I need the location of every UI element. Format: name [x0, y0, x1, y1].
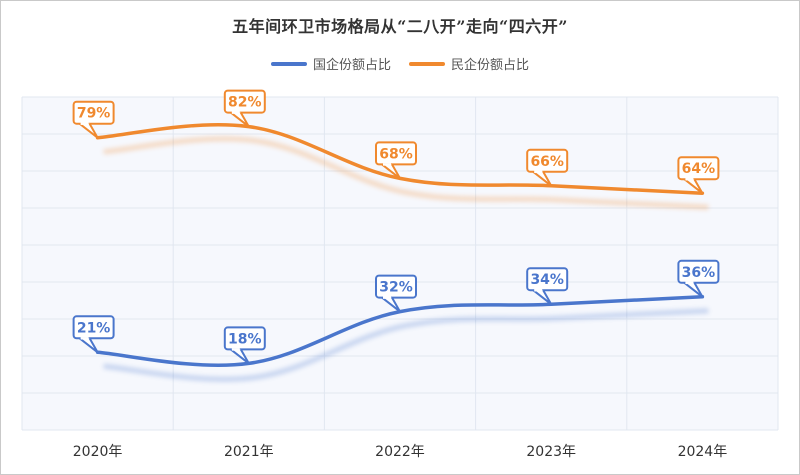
data-label-pointer: [532, 171, 553, 187]
data-label-text: 36%: [682, 265, 716, 281]
data-label-pointer: [78, 122, 99, 139]
legend-swatch-state: [270, 61, 307, 66]
data-label-pointer: [532, 289, 553, 306]
data-label-private: 64%: [677, 156, 720, 195]
data-label-box: [72, 100, 115, 125]
data-label-box: [677, 156, 720, 181]
data-label-state: 34%: [526, 267, 569, 306]
legend-swatch-private: [409, 61, 445, 66]
data-label-private: 82%: [223, 89, 266, 128]
chart-title: 五年间环卫市场格局从“二八开”走向“四六开”: [232, 17, 568, 36]
x-tick-label: 2021年: [224, 444, 274, 460]
data-label-text: 21%: [77, 320, 111, 336]
data-label-box: [375, 274, 417, 299]
data-label-box: [526, 267, 569, 292]
series-shadow-path: [103, 308, 709, 382]
data-label-box: [223, 89, 266, 114]
data-label-private: 79%: [72, 100, 115, 139]
data-label-text: 68%: [379, 146, 413, 162]
data-label-pointer: [78, 337, 99, 354]
data-label-box: [526, 148, 569, 173]
data-label-text: 18%: [228, 331, 262, 347]
legend-item-private[interactable]: 民企份额占比: [409, 54, 529, 73]
data-label-text: 79%: [77, 106, 111, 122]
legend-item-state[interactable]: 国企份额占比: [270, 54, 391, 73]
data-label-pointer: [230, 111, 250, 128]
x-tick-label: 2022年: [375, 444, 425, 460]
legend-label-state: 国企份额占比: [312, 58, 391, 73]
data-label-state: 21%: [72, 315, 115, 354]
data-label-private: 66%: [526, 148, 569, 187]
legend-label-private: 民企份额占比: [451, 58, 530, 73]
data-label-state: 36%: [677, 259, 720, 298]
data-label-box: [677, 259, 720, 284]
data-label-pointer: [230, 348, 250, 365]
data-label-box: [375, 141, 417, 166]
data-label-box: [72, 315, 115, 340]
data-label-state: 18%: [223, 326, 266, 365]
data-label-pointer: [381, 163, 401, 180]
data-label-text: 34%: [530, 272, 564, 288]
data-label-pointer: [381, 296, 401, 313]
data-label-pointer: [683, 178, 704, 195]
data-label-text: 32%: [379, 280, 413, 296]
x-tick-label: 2023年: [526, 444, 576, 460]
data-label-text: 82%: [228, 95, 262, 111]
data-label-box: [223, 326, 266, 351]
data-label-state: 32%: [375, 274, 417, 313]
data-label-text: 66%: [530, 154, 564, 170]
series-shadow-private: [103, 136, 709, 210]
data-label-pointer: [683, 282, 704, 298]
series-shadow-state: [103, 308, 709, 382]
data-label-private: 68%: [375, 141, 417, 180]
x-tick-label: 2024年: [678, 444, 728, 460]
x-tick-label: 2020年: [73, 444, 123, 460]
legend: 国企份额占比 民企份额占比: [0, 54, 800, 73]
series-shadow-path: [103, 136, 709, 210]
data-label-text: 64%: [682, 161, 716, 177]
